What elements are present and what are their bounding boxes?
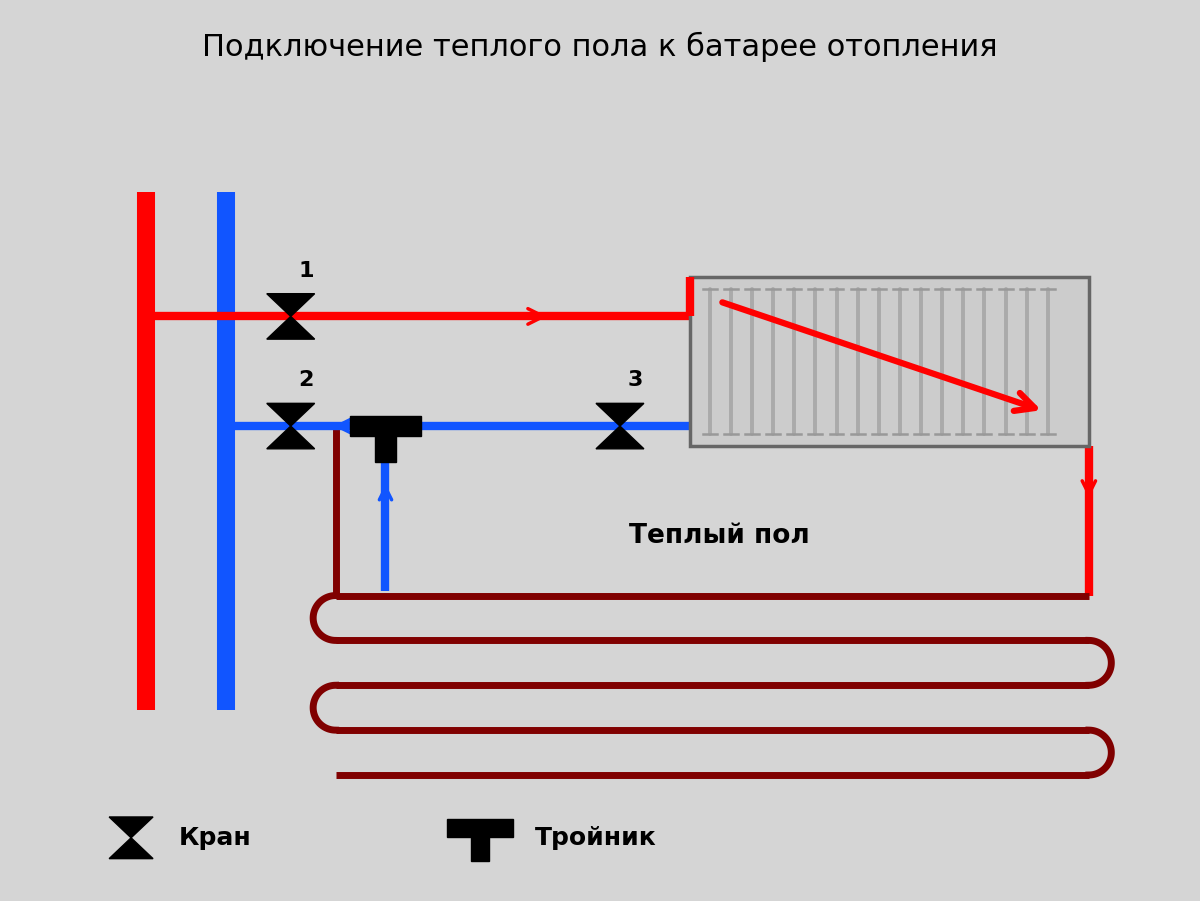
Polygon shape [266,404,314,426]
Bar [349,416,421,436]
Bar [448,819,514,837]
Polygon shape [266,294,314,316]
Polygon shape [266,426,314,449]
Polygon shape [596,404,644,426]
Text: 2: 2 [299,370,314,390]
Polygon shape [109,817,154,838]
Text: Кран: Кран [179,826,252,850]
Text: Подключение теплого пола к батарее отопления: Подключение теплого пола к батарее отопл… [202,32,998,62]
Bar [376,436,396,462]
Text: 1: 1 [299,260,314,280]
Polygon shape [109,838,154,859]
Text: 3: 3 [628,370,643,390]
Text: Теплый пол: Теплый пол [629,523,810,549]
Polygon shape [596,426,644,449]
Polygon shape [266,316,314,339]
Text: Тройник: Тройник [535,826,656,850]
Bar [472,837,490,861]
Bar [690,277,1088,446]
